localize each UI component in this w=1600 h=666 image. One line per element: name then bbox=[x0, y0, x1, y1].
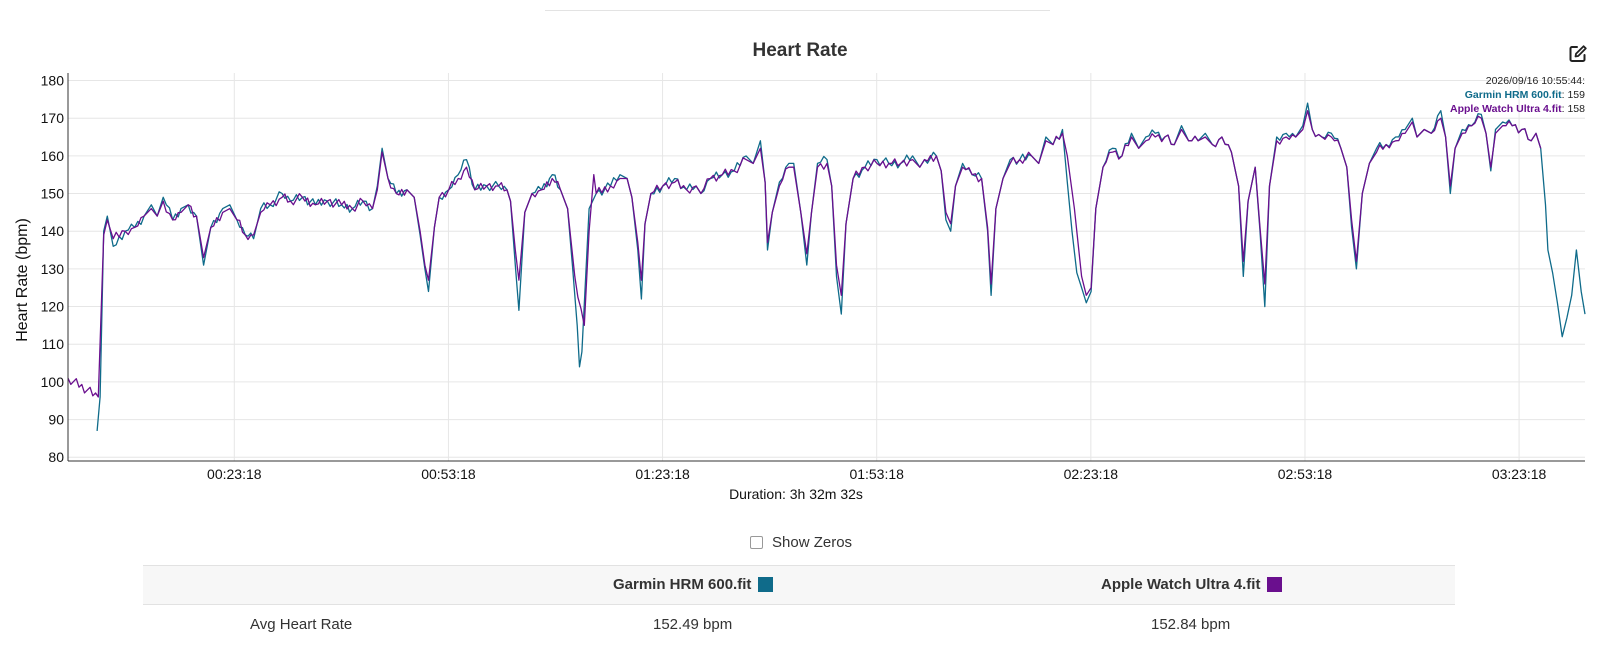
tooltip-row-apple: Apple Watch Ultra 4.fit: 158 bbox=[1450, 103, 1585, 115]
column-header-garmin: Garmin HRM 600.fit bbox=[613, 576, 774, 593]
y-axis-label: Heart Rate (bpm) bbox=[14, 218, 31, 342]
hover-tooltip: 2026/09/16 10:55:44: Garmin HRM 600.fit:… bbox=[1450, 75, 1585, 115]
y-tick-label: 150 bbox=[41, 186, 65, 202]
y-tick-label: 180 bbox=[41, 73, 65, 89]
x-tick-label: 01:53:18 bbox=[849, 466, 904, 482]
heart-rate-chart[interactable]: 80 90 100 110 120 130 140 150 160 170 180 00:23:18 0… bbox=[0, 0, 1600, 500]
y-tick-label: 160 bbox=[41, 148, 65, 164]
x-tick-label: 01:23:18 bbox=[635, 466, 690, 482]
series-line-apple bbox=[67, 110, 1542, 398]
show-zeros-checkbox[interactable] bbox=[750, 536, 763, 549]
show-zeros-toggle[interactable]: Show Zeros bbox=[750, 534, 852, 551]
tooltip-timestamp: 2026/09/16 10:55:44: bbox=[1486, 75, 1585, 87]
x-tick-label: 00:23:18 bbox=[207, 466, 262, 482]
x-tick-label: 03:23:18 bbox=[1492, 466, 1547, 482]
x-axis-label: Duration: 3h 32m 32s bbox=[729, 486, 863, 500]
y-tick-label: 100 bbox=[41, 374, 65, 390]
color-swatch bbox=[1267, 577, 1283, 592]
x-tick-label: 02:23:18 bbox=[1064, 466, 1119, 482]
tooltip-row-garmin: Garmin HRM 600.fit: 159 bbox=[1465, 89, 1585, 101]
y-tick-label: 90 bbox=[48, 412, 64, 428]
tooltip-series-value: 159 bbox=[1567, 89, 1585, 101]
column-header-label: Apple Watch Ultra 4.fit bbox=[1101, 576, 1261, 593]
top-divider bbox=[545, 10, 1050, 11]
y-tick-label: 120 bbox=[41, 299, 65, 315]
tooltip-series-name: Apple Watch Ultra 4.fit bbox=[1450, 103, 1562, 115]
row-value-garmin: 152.49 bpm bbox=[653, 616, 733, 633]
y-tick-label: 170 bbox=[41, 110, 65, 126]
tooltip-series-name: Garmin HRM 600.fit bbox=[1465, 89, 1562, 101]
stats-table: Garmin HRM 600.fit Apple Watch Ultra 4.f… bbox=[143, 565, 1455, 645]
y-tick-label: 140 bbox=[41, 223, 65, 239]
color-swatch bbox=[758, 577, 774, 592]
stats-table-header: Garmin HRM 600.fit Apple Watch Ultra 4.f… bbox=[143, 565, 1455, 605]
table-row: Avg Heart Rate 152.49 bpm 152.84 bpm bbox=[143, 605, 1455, 645]
column-header-label: Garmin HRM 600.fit bbox=[613, 576, 752, 593]
axes bbox=[67, 73, 1585, 462]
grid-lines bbox=[68, 73, 1585, 461]
y-tick-label: 130 bbox=[41, 261, 65, 277]
x-tick-label: 00:53:18 bbox=[421, 466, 476, 482]
series-lines bbox=[67, 102, 1586, 431]
chart-title: Heart Rate bbox=[752, 40, 848, 61]
edit-chart-button[interactable] bbox=[1568, 44, 1588, 64]
column-header-apple: Apple Watch Ultra 4.fit bbox=[1101, 576, 1283, 593]
y-tick-label: 110 bbox=[42, 336, 65, 352]
tick-labels: 80 90 100 110 120 130 140 150 160 170 180 00:23:18 0… bbox=[41, 73, 1547, 482]
row-label: Avg Heart Rate bbox=[250, 616, 353, 633]
edit-icon bbox=[1569, 45, 1587, 62]
x-tick-label: 02:53:18 bbox=[1278, 466, 1333, 482]
show-zeros-label: Show Zeros bbox=[772, 534, 853, 551]
row-value-apple: 152.84 bpm bbox=[1151, 616, 1231, 633]
y-tick-label: 80 bbox=[48, 449, 64, 465]
tooltip-series-value: 158 bbox=[1567, 103, 1585, 115]
